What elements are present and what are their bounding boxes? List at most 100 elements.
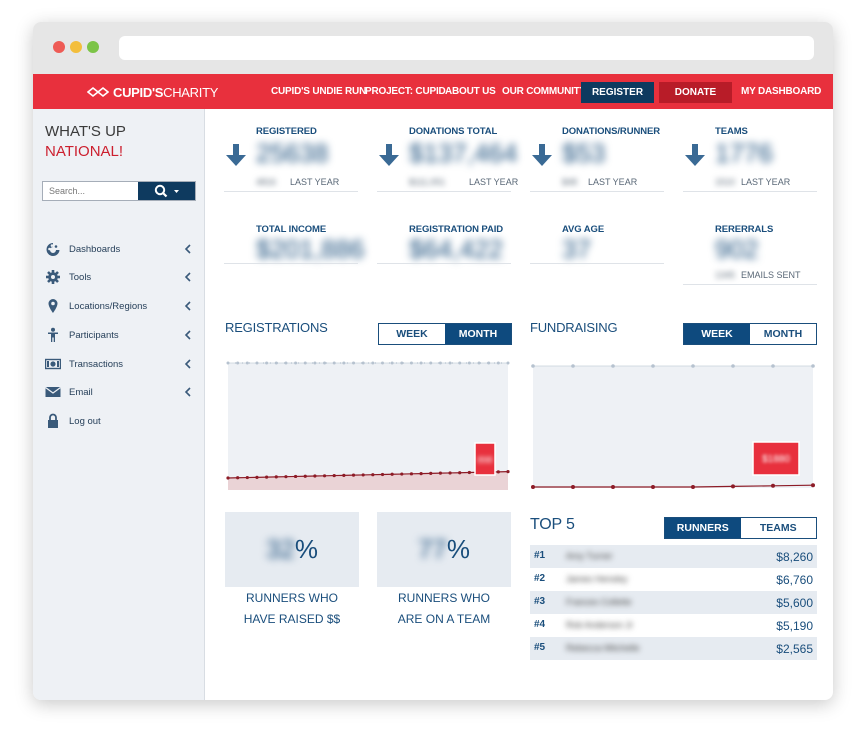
sidebar-item-locations[interactable]: Locations/Regions	[33, 296, 193, 318]
arrow-down-icon	[685, 144, 705, 166]
stat-label: RERERRALS	[715, 224, 774, 235]
stat-value: 902	[715, 234, 759, 264]
stat-label: DONATIONS TOTAL	[409, 126, 498, 137]
cupid-logo-icon	[87, 86, 109, 98]
donate-button[interactable]: DONATE	[659, 82, 732, 103]
sidebar-item-transactions[interactable]: Transactions	[33, 354, 193, 376]
address-bar[interactable]	[119, 36, 814, 60]
nav-link-undie-run[interactable]: CUPID'S UNDIE RUN	[271, 86, 367, 97]
browser-chrome	[33, 22, 833, 74]
top5-teams-button[interactable]: TEAMS	[740, 518, 816, 538]
runner-name: James Hensley	[566, 574, 628, 584]
stat-value: 37	[562, 234, 591, 264]
chevron-left-icon	[184, 387, 191, 397]
chevron-left-icon	[184, 359, 191, 369]
logo-bold-text: CUPID'S	[113, 84, 164, 100]
stat-sub-label: EMAILS SENT	[741, 270, 801, 280]
search-icon	[154, 184, 179, 198]
registrations-week-button[interactable]: WEEK	[379, 324, 445, 344]
stat-sub-value: 1510	[715, 177, 736, 187]
fundraising-week-button[interactable]: WEEK	[684, 324, 750, 344]
logo-thin-text: CHARITY	[163, 84, 219, 100]
runners-team-caption: RUNNERS WHO ARE ON A TEAM	[397, 591, 491, 626]
runner-name: Rob Anderson Jr	[566, 620, 634, 630]
stat-sub-label: LAST YEAR	[469, 177, 519, 187]
table-row[interactable]: #5 Rebecca Mitchelle $2,565	[530, 637, 817, 660]
divider	[224, 263, 358, 264]
table-row[interactable]: #2 James Hensley $6,760	[530, 568, 817, 591]
table-row[interactable]: #3 Frances Collette $5,600	[530, 591, 817, 614]
amount: $5,190	[776, 619, 813, 633]
amount: $6,760	[776, 573, 813, 587]
divider	[530, 191, 664, 192]
stat-label: TOTAL INCOME	[256, 224, 327, 235]
table-row[interactable]: #1 Amy Turner $8,260	[530, 545, 817, 568]
sidebar-item-label: Locations/Regions	[69, 301, 148, 312]
top5-runners-button[interactable]: RUNNERS	[665, 518, 741, 538]
top5-title: TOP 5	[530, 516, 575, 533]
arrow-down-icon	[532, 144, 552, 166]
sidebar-item-dashboards[interactable]: Dashboards	[33, 239, 193, 261]
runners-raised-percent: 32%	[265, 534, 319, 564]
maximize-window-button[interactable]	[87, 41, 99, 53]
fundraising-period-toggle: WEEK MONTH	[683, 323, 817, 345]
runners-raised-card: 32%	[225, 512, 359, 587]
registrations-title: REGISTRATIONS	[225, 320, 328, 335]
sidebar-item-label: Participants	[69, 330, 119, 341]
divider	[530, 263, 664, 264]
stat-sub-value: $48	[562, 177, 578, 187]
caret-down-icon	[174, 190, 179, 193]
sidebar-item-email[interactable]: Email	[33, 382, 193, 404]
chevron-left-icon	[184, 244, 191, 254]
runner-name: Rebecca Mitchelle	[566, 643, 640, 653]
sidebar-item-participants[interactable]: Participants	[33, 325, 193, 347]
amount: $2,565	[776, 642, 813, 656]
sidebar-item-logout[interactable]: Log out	[33, 411, 193, 433]
runner-name: Amy Turner	[566, 551, 613, 561]
stat-sub-value: 4816	[256, 177, 277, 187]
registrations-month-button[interactable]: MONTH	[445, 324, 511, 344]
palette-icon	[46, 243, 60, 256]
site-logo[interactable]: CUPID'S CHARITY	[87, 83, 218, 101]
sidebar-item-label: Dashboards	[69, 244, 121, 255]
stat-label: AVG AGE	[562, 224, 605, 235]
sidebar-item-tools[interactable]: Tools	[33, 267, 193, 289]
stat-value: 1776	[715, 138, 773, 168]
sidebar-item-label: Transactions	[69, 359, 124, 370]
chevron-left-icon	[184, 301, 191, 311]
stat-sub-value: $111,051	[409, 177, 446, 187]
divider	[683, 191, 817, 192]
nav-link-our-community[interactable]: OUR COMMUNITY	[502, 86, 587, 97]
nav-link-my-dashboard[interactable]: MY DASHBOARD	[741, 86, 822, 97]
stat-sub-label: LAST YEAR	[741, 177, 791, 187]
stat-value: 25638	[256, 138, 329, 168]
sidebar-item-label: Email	[69, 387, 93, 398]
arrow-down-icon	[379, 144, 399, 166]
rank: #1	[534, 550, 546, 561]
fundraising-month-button[interactable]: MONTH	[750, 324, 816, 344]
registrations-tooltip-text: 898	[477, 455, 492, 465]
runners-team-percent: 77%	[417, 534, 471, 564]
rank: #4	[534, 619, 546, 630]
browser-window: CUPID'S CHARITY CUPID'S UNDIE RUN PROJEC…	[33, 22, 833, 700]
stat-label: TEAMS	[715, 126, 748, 137]
gear-icon	[46, 270, 60, 284]
fundraising-title: FUNDRAISING	[530, 320, 618, 335]
close-window-button[interactable]	[53, 41, 65, 53]
top-nav: CUPID'S CHARITY CUPID'S UNDIE RUN PROJEC…	[33, 74, 833, 109]
amount: $5,600	[776, 596, 813, 610]
nav-link-about-us[interactable]: ABOUT US	[445, 86, 496, 97]
nav-link-project-cupid[interactable]: PROJECT: CUPID	[365, 86, 446, 97]
amount: $8,260	[776, 550, 813, 564]
stat-label: DONATIONS/RUNNER	[562, 126, 660, 137]
fundraising-tooltip-text: $1880	[762, 454, 790, 465]
search-input[interactable]	[43, 182, 139, 200]
sidebar-item-label: Tools	[69, 272, 92, 283]
rank: #5	[534, 642, 546, 653]
table-row[interactable]: #4 Rob Anderson Jr $5,190	[530, 614, 817, 637]
search-button[interactable]	[138, 182, 195, 200]
runners-team-card: 77%	[377, 512, 511, 587]
register-button[interactable]: REGISTER	[581, 82, 654, 103]
minimize-window-button[interactable]	[70, 41, 82, 53]
runners-raised-caption: RUNNERS WHO HAVE RAISED $$	[243, 591, 341, 626]
